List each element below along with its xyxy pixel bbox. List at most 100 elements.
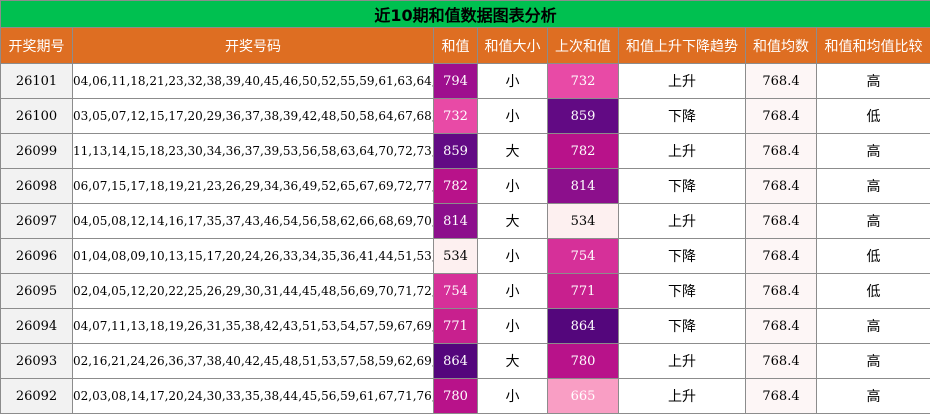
header-sum-size: 和值大小 (478, 28, 548, 64)
issue-cell: 26097 (1, 204, 73, 239)
numbers-cell: 11,13,14,15,18,23,30,34,36,37,39,53,56,5… (73, 134, 434, 169)
sum-size-cell: 小 (478, 274, 548, 309)
header-row: 开奖期号 开奖号码 和值 和值大小 上次和值 和值上升下降趋势 和值均数 和值和… (1, 28, 930, 64)
average-cell: 768.4 (746, 64, 817, 99)
compare-cell: 高 (817, 64, 930, 99)
issue-cell: 26095 (1, 274, 73, 309)
header-issue: 开奖期号 (1, 28, 73, 64)
average-cell: 768.4 (746, 169, 817, 204)
compare-cell: 低 (817, 99, 930, 134)
prev-sum-cell: 780 (548, 344, 619, 379)
sum-cell: 732 (434, 99, 478, 134)
numbers-cell: 02,03,08,14,17,20,24,30,33,35,38,44,45,5… (73, 379, 434, 414)
compare-cell: 高 (817, 379, 930, 414)
average-cell: 768.4 (746, 204, 817, 239)
numbers-cell: 04,07,11,13,18,19,26,31,35,38,42,43,51,5… (73, 309, 434, 344)
numbers-cell: 04,06,11,18,21,23,32,38,39,40,45,46,50,5… (73, 64, 434, 99)
trend-cell: 上升 (619, 64, 746, 99)
numbers-cell: 04,05,08,12,14,16,17,35,37,43,46,54,56,5… (73, 204, 434, 239)
header-numbers: 开奖号码 (73, 28, 434, 64)
prev-sum-cell: 782 (548, 134, 619, 169)
sum-size-cell: 小 (478, 379, 548, 414)
average-cell: 768.4 (746, 379, 817, 414)
sum-size-cell: 大 (478, 344, 548, 379)
issue-cell: 26093 (1, 344, 73, 379)
average-cell: 768.4 (746, 239, 817, 274)
header-prev-sum: 上次和值 (548, 28, 619, 64)
trend-cell: 下降 (619, 239, 746, 274)
average-cell: 768.4 (746, 274, 817, 309)
numbers-cell: 03,05,07,12,15,17,20,29,36,37,38,39,42,4… (73, 99, 434, 134)
prev-sum-cell: 864 (548, 309, 619, 344)
sum-size-cell: 小 (478, 309, 548, 344)
prev-sum-cell: 754 (548, 239, 619, 274)
numbers-cell: 06,07,15,17,18,19,21,23,26,29,34,36,49,5… (73, 169, 434, 204)
average-cell: 768.4 (746, 134, 817, 169)
sum-cell: 864 (434, 344, 478, 379)
average-cell: 768.4 (746, 309, 817, 344)
average-cell: 768.4 (746, 99, 817, 134)
issue-cell: 26100 (1, 99, 73, 134)
numbers-cell: 02,04,05,12,20,22,25,26,29,30,31,44,45,4… (73, 274, 434, 309)
sum-cell: 754 (434, 274, 478, 309)
sum-size-cell: 小 (478, 169, 548, 204)
table-title: 近10期和值数据图表分析 (1, 1, 930, 28)
sum-cell: 534 (434, 239, 478, 274)
issue-cell: 26101 (1, 64, 73, 99)
trend-cell: 上升 (619, 134, 746, 169)
prev-sum-cell: 814 (548, 169, 619, 204)
sum-size-cell: 大 (478, 134, 548, 169)
issue-cell: 26094 (1, 309, 73, 344)
issue-cell: 26099 (1, 134, 73, 169)
average-cell: 768.4 (746, 344, 817, 379)
issue-cell: 26092 (1, 379, 73, 414)
sum-size-cell: 小 (478, 64, 548, 99)
numbers-cell: 02,16,21,24,26,36,37,38,40,42,45,48,51,5… (73, 344, 434, 379)
compare-cell: 高 (817, 309, 930, 344)
sum-size-cell: 大 (478, 204, 548, 239)
trend-cell: 上升 (619, 204, 746, 239)
compare-cell: 高 (817, 344, 930, 379)
compare-cell: 高 (817, 169, 930, 204)
sum-cell: 782 (434, 169, 478, 204)
header-compare: 和值和均值比较 (817, 28, 930, 64)
header-trend: 和值上升下降趋势 (619, 28, 746, 64)
compare-cell: 低 (817, 274, 930, 309)
sum-size-cell: 小 (478, 239, 548, 274)
sum-cell: 780 (434, 379, 478, 414)
compare-cell: 低 (817, 239, 930, 274)
trend-cell: 上升 (619, 379, 746, 414)
prev-sum-cell: 732 (548, 64, 619, 99)
issue-cell: 26096 (1, 239, 73, 274)
header-average: 和值均数 (746, 28, 817, 64)
sum-cell: 794 (434, 64, 478, 99)
trend-cell: 上升 (619, 344, 746, 379)
sum-cell: 859 (434, 134, 478, 169)
trend-cell: 下降 (619, 99, 746, 134)
numbers-cell: 01,04,08,09,10,13,15,17,20,24,26,33,34,3… (73, 239, 434, 274)
trend-cell: 下降 (619, 309, 746, 344)
prev-sum-cell: 859 (548, 99, 619, 134)
prev-sum-cell: 534 (548, 204, 619, 239)
header-sum: 和值 (434, 28, 478, 64)
prev-sum-cell: 771 (548, 274, 619, 309)
trend-cell: 下降 (619, 169, 746, 204)
sum-cell: 771 (434, 309, 478, 344)
compare-cell: 高 (817, 204, 930, 239)
sum-cell: 814 (434, 204, 478, 239)
issue-cell: 26098 (1, 169, 73, 204)
sum-size-cell: 小 (478, 99, 548, 134)
